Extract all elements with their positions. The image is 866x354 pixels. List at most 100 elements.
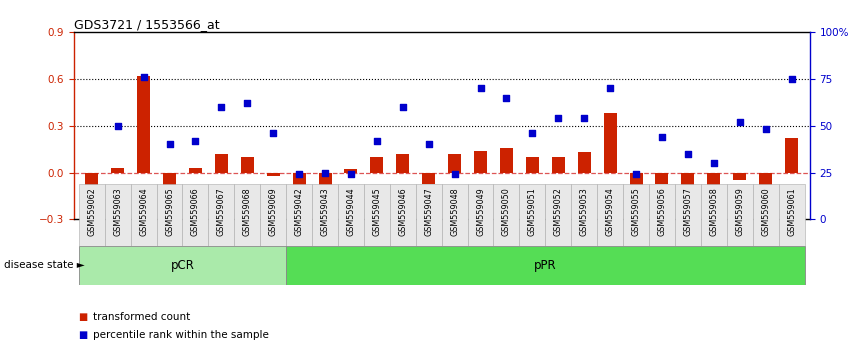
Text: GSM559063: GSM559063 xyxy=(113,187,122,236)
Bar xyxy=(260,184,286,246)
Point xyxy=(578,115,591,121)
Bar xyxy=(364,184,390,246)
Bar xyxy=(448,154,461,172)
Bar xyxy=(397,154,410,172)
Bar xyxy=(656,172,669,183)
Text: GSM559062: GSM559062 xyxy=(87,187,96,236)
Text: GSM559065: GSM559065 xyxy=(165,187,174,236)
Text: GSM559059: GSM559059 xyxy=(735,187,744,236)
Point xyxy=(552,115,565,121)
Point xyxy=(759,127,772,132)
Bar xyxy=(338,184,364,246)
Text: GSM559052: GSM559052 xyxy=(553,187,563,236)
Bar xyxy=(183,184,209,246)
Text: GSM559047: GSM559047 xyxy=(424,187,433,236)
Bar xyxy=(79,184,105,246)
Bar xyxy=(416,184,442,246)
Bar xyxy=(474,151,487,172)
Bar xyxy=(79,246,286,285)
Bar xyxy=(137,76,150,172)
Bar xyxy=(319,172,332,219)
Point xyxy=(111,123,125,129)
Text: GSM559069: GSM559069 xyxy=(268,187,278,236)
Bar xyxy=(442,184,468,246)
Text: GSM559054: GSM559054 xyxy=(605,187,615,236)
Point xyxy=(396,104,410,110)
Point xyxy=(629,172,643,177)
Point xyxy=(526,130,540,136)
Text: pCR: pCR xyxy=(171,259,194,272)
Text: percentile rank within the sample: percentile rank within the sample xyxy=(93,330,268,339)
Text: disease state ►: disease state ► xyxy=(4,261,85,270)
Text: GSM559058: GSM559058 xyxy=(709,187,718,236)
Bar xyxy=(552,157,565,172)
Bar xyxy=(111,168,124,172)
Bar xyxy=(267,172,280,176)
Bar xyxy=(293,172,306,226)
Point xyxy=(137,74,151,80)
Bar xyxy=(785,138,798,172)
Bar xyxy=(390,184,416,246)
Text: GSM559056: GSM559056 xyxy=(657,187,667,236)
Point xyxy=(448,172,462,177)
Text: GSM559046: GSM559046 xyxy=(398,187,407,236)
Bar xyxy=(423,172,436,183)
Point xyxy=(163,142,177,147)
Bar xyxy=(520,184,546,246)
Point xyxy=(189,138,203,143)
Bar xyxy=(701,184,727,246)
Bar xyxy=(779,184,805,246)
Bar xyxy=(526,157,539,172)
Text: ■: ■ xyxy=(78,330,87,339)
Bar xyxy=(753,184,779,246)
Bar xyxy=(624,184,649,246)
Point xyxy=(681,151,695,156)
Point xyxy=(474,85,488,91)
Bar xyxy=(500,148,513,172)
Point xyxy=(292,172,306,177)
Bar xyxy=(235,184,260,246)
Bar xyxy=(494,184,520,246)
Point xyxy=(318,170,332,175)
Point xyxy=(85,190,99,196)
Bar xyxy=(345,170,358,172)
Text: GSM559048: GSM559048 xyxy=(450,187,459,236)
Text: GSM559042: GSM559042 xyxy=(294,187,304,236)
Bar xyxy=(105,184,131,246)
Bar xyxy=(85,172,98,188)
Point xyxy=(707,160,721,166)
Text: GSM559068: GSM559068 xyxy=(242,187,252,236)
Text: GSM559057: GSM559057 xyxy=(683,187,693,236)
Bar xyxy=(675,184,701,246)
Text: GSM559066: GSM559066 xyxy=(191,187,200,236)
Text: GSM559051: GSM559051 xyxy=(528,187,537,236)
Point xyxy=(266,130,280,136)
Bar xyxy=(241,157,254,172)
Text: transformed count: transformed count xyxy=(93,312,190,322)
Text: GSM559043: GSM559043 xyxy=(320,187,330,236)
Bar xyxy=(546,184,572,246)
Text: GSM559067: GSM559067 xyxy=(216,187,226,236)
Bar xyxy=(649,184,675,246)
Bar xyxy=(312,184,338,246)
Bar xyxy=(215,154,228,172)
Bar xyxy=(578,152,591,172)
Bar xyxy=(286,246,805,285)
Bar xyxy=(682,172,695,224)
Text: GDS3721 / 1553566_at: GDS3721 / 1553566_at xyxy=(74,18,219,31)
Bar xyxy=(572,184,598,246)
Bar xyxy=(727,184,753,246)
Bar xyxy=(209,184,235,246)
Bar xyxy=(371,157,384,172)
Text: GSM559064: GSM559064 xyxy=(139,187,148,236)
Text: GSM559045: GSM559045 xyxy=(372,187,381,236)
Point xyxy=(422,142,436,147)
Point xyxy=(370,138,384,143)
Bar xyxy=(157,184,183,246)
Text: pPR: pPR xyxy=(534,259,557,272)
Text: GSM559060: GSM559060 xyxy=(761,187,770,236)
Point xyxy=(241,100,255,106)
Point xyxy=(344,172,358,177)
Point xyxy=(215,104,229,110)
Bar xyxy=(163,172,176,185)
